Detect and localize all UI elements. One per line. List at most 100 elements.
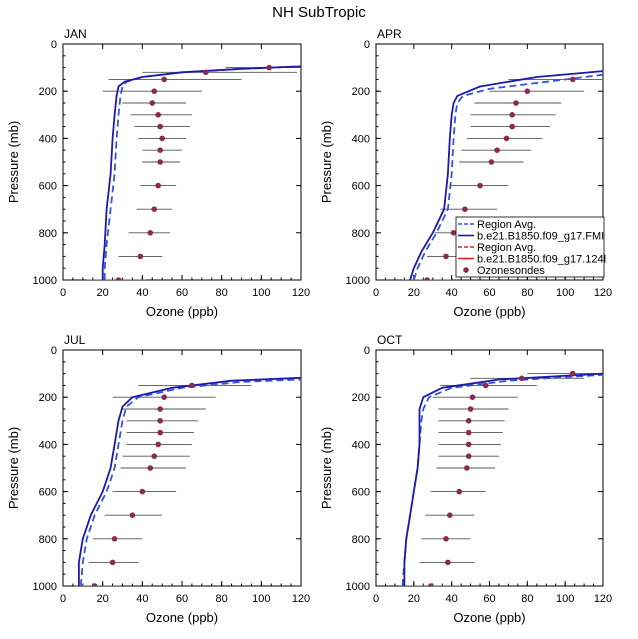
sonde-point xyxy=(509,112,515,118)
sonde-point xyxy=(482,382,489,389)
sonde-point xyxy=(155,441,161,448)
series-line-solid xyxy=(78,376,301,586)
x-tick-label: 60 xyxy=(176,593,188,605)
y-tick-label: 200 xyxy=(39,392,57,404)
sonde-point xyxy=(157,159,163,165)
y-tick-label: 600 xyxy=(352,487,370,499)
sonde-point xyxy=(465,453,472,460)
y-tick-label: 400 xyxy=(39,133,57,145)
sonde-point xyxy=(465,418,472,424)
y-tick-label: 1000 xyxy=(33,275,57,287)
series-line-solid xyxy=(403,372,603,586)
x-tick-label: 20 xyxy=(408,593,420,605)
x-tick-label: 0 xyxy=(373,287,379,299)
x-tick-label: 80 xyxy=(216,287,228,299)
panel-title: JUL xyxy=(64,333,86,347)
y-tick-label: 600 xyxy=(39,487,57,499)
y-tick-label: 0 xyxy=(51,39,57,51)
y-tick-label: 200 xyxy=(352,86,370,98)
sonde-point xyxy=(155,182,161,189)
y-tick-label: 0 xyxy=(364,39,370,51)
y-tick-label: 200 xyxy=(39,86,57,98)
panel-title: JAN xyxy=(64,27,87,41)
sonde-point xyxy=(161,76,167,83)
sonde-point xyxy=(139,488,146,495)
series-line-dashed xyxy=(412,73,603,280)
sonde-point xyxy=(203,69,209,76)
x-axis-label: Ozone (ppb) xyxy=(146,304,218,319)
legend-label: Region Avg. xyxy=(477,219,536,231)
legend-marker xyxy=(463,267,469,273)
y-tick-label: 600 xyxy=(352,181,370,193)
x-tick-label: 40 xyxy=(136,287,148,299)
x-tick-label: 100 xyxy=(252,593,270,605)
series-line-solid xyxy=(101,65,301,280)
x-tick-label: 40 xyxy=(446,593,458,605)
y-axis-label: Pressure (mb) xyxy=(6,121,21,203)
sonde-point xyxy=(151,206,158,212)
sonde-point xyxy=(91,583,98,586)
panel-jul: 0 20 40 60 80 100 120 0 200 400 600 800 1000 JUL Ozone… xyxy=(6,333,310,625)
sonde-point xyxy=(157,406,163,412)
x-tick-label: 120 xyxy=(292,593,310,605)
legend-box xyxy=(455,216,605,278)
legend-label: Region Avg. xyxy=(477,242,536,254)
sonde-point xyxy=(157,147,163,153)
sonde-point xyxy=(147,465,154,471)
sonde-point xyxy=(465,441,472,448)
y-axis-label: Pressure (mb) xyxy=(319,121,334,203)
sonde-point xyxy=(443,536,449,542)
sonde-point xyxy=(428,583,434,586)
sonde-point xyxy=(450,230,457,236)
x-tick-label: 100 xyxy=(556,593,574,605)
sonde-point xyxy=(155,112,161,118)
x-tick-label: 0 xyxy=(60,287,66,299)
y-tick-label: 800 xyxy=(352,228,370,240)
x-tick-label: 80 xyxy=(521,593,533,605)
y-tick-label: 800 xyxy=(352,534,370,546)
sonde-point xyxy=(424,277,430,280)
series-line-solid xyxy=(409,70,603,280)
x-axis-label: Ozone (ppb) xyxy=(146,610,218,625)
x-tick-label: 120 xyxy=(292,287,310,299)
y-axis-label: Pressure (mb) xyxy=(319,427,334,509)
y-tick-label: 400 xyxy=(352,439,370,451)
panel-oct: 0 20 40 60 80 100 120 0 200 400 600 800 1000 OCT Ozone… xyxy=(319,333,612,625)
plot-area xyxy=(86,64,301,280)
sonde-point xyxy=(465,429,472,436)
panel-title: APR xyxy=(377,27,402,41)
y-tick-label: 200 xyxy=(352,392,370,404)
sonde-point xyxy=(149,100,156,106)
sonde-point xyxy=(513,100,519,106)
sonde-point xyxy=(443,253,449,260)
plot-area xyxy=(398,370,603,586)
legend-label: b.e21.B1850.f09_g17.124l xyxy=(477,254,606,266)
sonde-point xyxy=(157,123,163,130)
y-tick-label: 400 xyxy=(352,133,370,145)
y-axis-label: Pressure (mb) xyxy=(6,427,21,509)
x-tick-label: 20 xyxy=(408,287,420,299)
sonde-point xyxy=(467,406,474,412)
sonde-point xyxy=(159,135,165,142)
sonde-point xyxy=(524,88,531,94)
x-tick-label: 60 xyxy=(483,287,495,299)
sonde-point xyxy=(137,253,144,260)
sonde-point xyxy=(569,76,576,83)
x-tick-label: 20 xyxy=(97,287,109,299)
figure-title: NH SubTropic xyxy=(272,4,366,21)
sonde-point xyxy=(446,512,453,518)
sonde-point xyxy=(151,453,158,460)
x-tick-label: 80 xyxy=(216,593,228,605)
panel-jan: 0 20 40 60 80 100 120 0 200 400 600 800 1000 JAN Ozone… xyxy=(6,27,310,319)
series-line-dashed xyxy=(103,65,301,280)
x-tick-label: 40 xyxy=(136,593,148,605)
sonde-point xyxy=(115,277,122,280)
x-axis-label: Ozone (ppb) xyxy=(453,304,525,319)
sonde-point xyxy=(111,536,118,542)
x-axis-label: Ozone (ppb) xyxy=(453,610,525,625)
x-tick-label: 60 xyxy=(176,287,188,299)
panel-apr: 0 20 40 60 80 100 120 0 200 400 600 800 1000 APR Ozone… xyxy=(319,27,612,319)
x-tick-label: 120 xyxy=(594,287,612,299)
sonde-point xyxy=(518,375,525,382)
